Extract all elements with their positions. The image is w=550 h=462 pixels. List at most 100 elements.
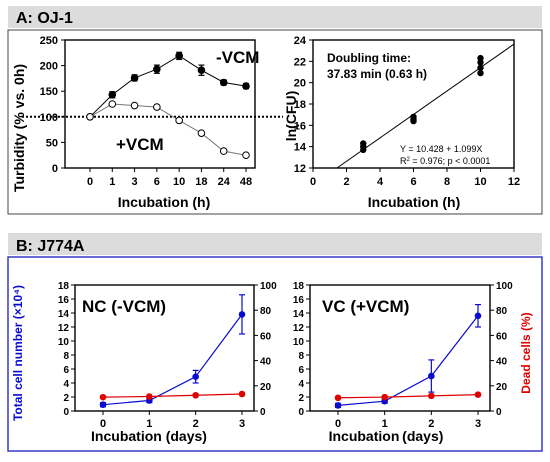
- vc-ytick-right-label: 60: [496, 331, 508, 342]
- panel-b-frame: [7, 256, 543, 452]
- cfu-xtick-label: 4: [377, 176, 384, 188]
- cfu-point: [410, 113, 417, 121]
- turbidity-ytick-label: 0: [52, 163, 58, 175]
- nc-xtick-label: 0: [100, 418, 106, 430]
- vc-point-blue: [474, 312, 482, 320]
- turbidity-xtick-label: 48: [240, 176, 252, 188]
- cfu-fit-equation: Y = 10.428 + 1.099X: [400, 144, 482, 154]
- cfu-point: [477, 69, 484, 77]
- turbidity-ytick-label: 250: [40, 35, 58, 47]
- cfu-ytick-label: 14: [294, 142, 307, 154]
- nc-point-blue: [99, 401, 107, 409]
- vc-point-blue: [428, 372, 435, 380]
- turbidity-xtick-label: 10: [173, 176, 185, 188]
- turbidity-point: [175, 116, 183, 125]
- cfu-ytick-label: 12: [294, 163, 306, 175]
- panel-b-header-bg: [8, 233, 542, 255]
- nc-point-blue: [238, 311, 246, 318]
- nc-ytick-right-label: 100: [260, 281, 277, 292]
- vc-ytick-right-label: 80: [496, 306, 508, 317]
- nc-xlabel: Incubation (days): [91, 428, 207, 444]
- turbidity-point: [86, 113, 94, 121]
- turbidity-point: [197, 129, 206, 137]
- vc-title: VC (+VCM): [322, 297, 409, 316]
- turbidity-xtick-label: 0: [87, 176, 93, 188]
- turbidity-series-line: [89, 55, 247, 118]
- cfu-fit-r2: R2 = 0.976; p < 0.0001: [400, 156, 490, 166]
- nc-xtick-label: 3: [239, 418, 245, 430]
- nc-ytick-left-label: 4: [63, 379, 69, 390]
- turbidity-point: [108, 90, 117, 99]
- cfu-point: [477, 54, 484, 62]
- turbidity-point: [175, 52, 183, 60]
- nc-ytick-left-label: 10: [58, 337, 70, 348]
- cfu-ytick-label: 24: [294, 35, 307, 47]
- nc-point-red: [192, 391, 199, 399]
- nc-title: NC (-VCM): [82, 297, 166, 316]
- vc-chart: Dead cells (%) Incubation (days) VC (+VC…: [293, 281, 533, 444]
- nc-ytick-right-label: 0: [260, 407, 266, 418]
- nc-ytick-left-label: 12: [58, 323, 70, 334]
- vc-xtick-label: 2: [428, 418, 434, 430]
- vc-ytick-left-label: 12: [293, 323, 305, 334]
- vc-point-red: [334, 394, 342, 402]
- nc-ytick-right-label: 20: [260, 382, 272, 393]
- nc-ytick-left-label: 16: [58, 295, 70, 306]
- vc-point-red: [381, 393, 388, 401]
- vc-ytick-right-label: 20: [496, 382, 508, 393]
- nc-series-line-blue: [102, 314, 243, 406]
- turbidity-point: [153, 65, 161, 73]
- turbidity-xtick-label: 3: [132, 176, 138, 188]
- turbidity-point: [197, 66, 206, 75]
- turbidity-plot-frame: [64, 39, 256, 169]
- nc-xtick-label: 1: [146, 418, 152, 430]
- nc-ytick-left-label: 0: [63, 407, 69, 418]
- cfu-ytick-label: 22: [294, 56, 306, 68]
- panel-a-header-bg: [8, 6, 542, 28]
- nc-plot-frame: [74, 284, 255, 412]
- cfu-point: [477, 64, 484, 71]
- vc-series-line-red: [337, 394, 479, 399]
- nc-point-blue: [192, 373, 199, 381]
- cfu-point: [360, 140, 367, 147]
- nc-ytick-left-label: 2: [63, 393, 69, 404]
- cfu-xtick-label: 12: [508, 176, 520, 188]
- cfu-xtick-label: 10: [474, 176, 486, 188]
- turbidity-point: [219, 147, 228, 155]
- turbidity-xtick-label: 1: [109, 176, 115, 188]
- turbidity-ylabel: Turbidity (% vs. 0h): [11, 64, 27, 192]
- cfu-ylabel: ln(CFU): [283, 91, 299, 142]
- vc-ylabel-right: Dead cells (%): [519, 312, 533, 393]
- turbidity-xtick-label: 24: [218, 176, 231, 188]
- turbidity-xlabel: Incubation (h): [118, 194, 211, 210]
- vc-ytick-left-label: 18: [293, 281, 305, 292]
- turbidity-annotation-minus-vcm: -VCM: [216, 48, 259, 67]
- vc-ytick-left-label: 14: [293, 309, 305, 320]
- nc-ytick-left-label: 8: [63, 351, 69, 362]
- nc-point-red: [146, 393, 153, 400]
- nc-ytick-left-label: 14: [58, 309, 70, 320]
- cfu-fit-line: [336, 43, 515, 169]
- turbidity-point: [153, 103, 161, 111]
- vc-xtick-label: 0: [335, 418, 341, 430]
- turbidity-annotation-plus-vcm: +VCM: [116, 135, 164, 154]
- cfu-annotation-title: Doubling time:: [327, 51, 411, 65]
- nc-point-red: [99, 393, 107, 401]
- nc-ylabel-left: Total cell number (×10⁴): [11, 285, 25, 421]
- cfu-xlabel: Incubation (h): [368, 194, 461, 210]
- vc-xlabel: Incubation (days): [329, 428, 444, 444]
- cfu-xtick-label: 8: [444, 176, 450, 188]
- turbidity-chart: Turbidity (% vs. 0h) Incubation (h) -VCM…: [11, 35, 283, 210]
- nc-ytick-right-label: 40: [260, 357, 272, 368]
- vc-ytick-left-label: 0: [298, 407, 304, 418]
- vc-xtick-label: 3: [475, 418, 481, 430]
- cfu-xtick-label: 0: [310, 176, 316, 188]
- turbidity-xtick-label: 6: [154, 176, 160, 188]
- turbidity-point: [130, 101, 139, 110]
- vc-plot-frame: [309, 284, 491, 412]
- nc-ytick-right-label: 80: [260, 306, 272, 317]
- vc-ytick-right-label: 100: [496, 281, 513, 292]
- turbidity-ytick-label: 50: [46, 137, 58, 149]
- nc-series-line-red: [102, 393, 243, 398]
